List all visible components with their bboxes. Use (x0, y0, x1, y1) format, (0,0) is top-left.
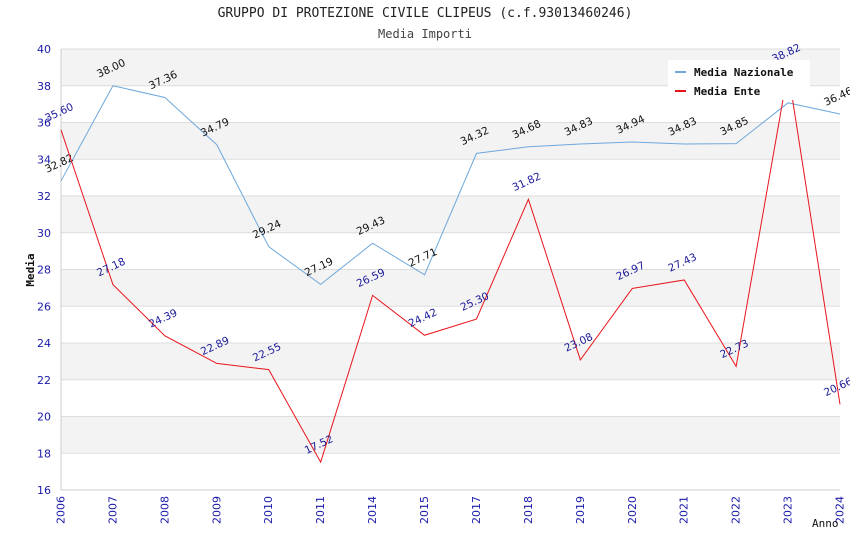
data-label-nazionale: 36.46 (822, 85, 850, 109)
x-tick-label: 2006 (55, 496, 68, 524)
y-tick-label: 16 (37, 484, 51, 497)
data-label-nazionale: 27.71 (407, 246, 439, 270)
x-tick-label: 2020 (626, 496, 639, 524)
chart-title: GRUPPO DI PROTEZIONE CIVILE CLIPEUS (c.f… (217, 6, 633, 21)
x-tick-label: 2007 (106, 496, 119, 524)
y-tick-label: 40 (37, 43, 51, 56)
y-tick-label: 24 (37, 337, 51, 350)
y-tick-label: 32 (37, 190, 51, 203)
x-tick-label: 2008 (158, 496, 171, 524)
y-tick-label: 38 (37, 80, 51, 93)
series-line-nazionale (60, 85, 841, 286)
grid-band (61, 122, 840, 160)
x-tick-label: 2009 (210, 496, 223, 524)
legend-item: Media Nazionale (694, 66, 794, 79)
x-tick-label: 2014 (366, 496, 379, 524)
grid-band (61, 416, 840, 454)
x-tick-label: 2019 (574, 496, 587, 524)
legend-item: Media Ente (694, 85, 761, 98)
x-tick-label: 2024 (834, 496, 847, 524)
x-tick-label: 2011 (314, 496, 327, 524)
y-tick-label: 28 (37, 264, 51, 277)
legend-box (668, 60, 810, 100)
data-label-ente: 24.42 (407, 306, 439, 330)
x-tick-label: 2018 (522, 496, 535, 524)
y-tick-label: 34 (37, 153, 51, 166)
x-tick-label: 2022 (730, 496, 743, 524)
y-tick-label: 18 (37, 447, 51, 460)
x-tick-label: 2021 (678, 496, 691, 524)
series-line-ente (60, 70, 841, 464)
x-tick-label: 2023 (782, 496, 795, 524)
x-tick-label: 2010 (262, 496, 275, 524)
y-axis-label: Media (24, 253, 37, 286)
data-label-ente: 35.60 (43, 101, 75, 125)
x-tick-label: 2015 (418, 496, 431, 524)
y-tick-label: 30 (37, 227, 51, 240)
data-label-ente: 24.39 (147, 307, 179, 331)
y-tick-label: 20 (37, 411, 51, 424)
x-tick-label: 2017 (470, 496, 483, 524)
y-tick-label: 22 (37, 374, 51, 387)
y-tick-label: 26 (37, 300, 51, 313)
data-label-ente: 31.82 (511, 170, 543, 194)
x-axis-label: Anno (812, 517, 839, 530)
chart-subtitle: Media Importi (378, 27, 472, 41)
y-tick-label: 36 (37, 117, 51, 130)
grid-band (61, 269, 840, 307)
